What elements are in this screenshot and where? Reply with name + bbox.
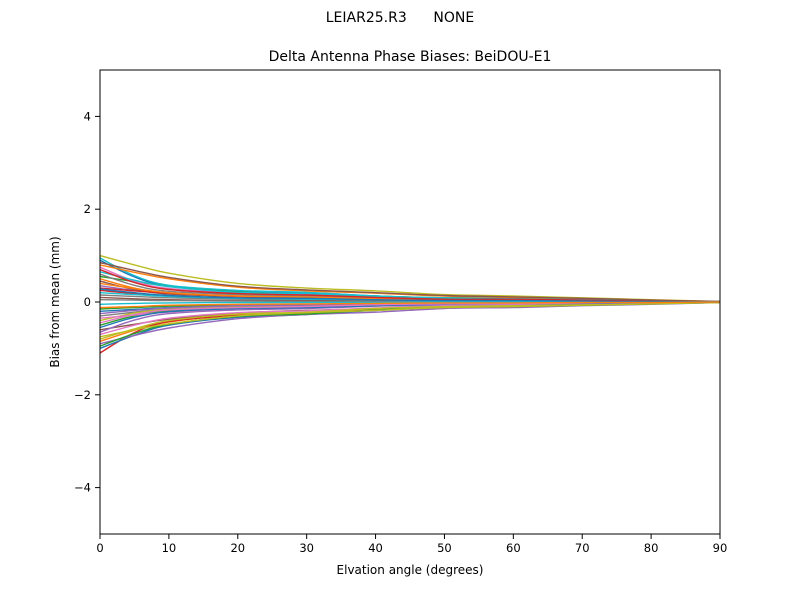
series-lines [100, 254, 720, 354]
series-line [100, 288, 720, 303]
x-tick-label: 50 [437, 541, 452, 555]
y-tick-label: 4 [84, 109, 91, 123]
x-tick-label: 20 [230, 541, 245, 555]
x-axis-label: Elvation angle (degrees) [336, 563, 484, 577]
y-tick-label: −2 [74, 388, 91, 402]
y-tick-label: −4 [74, 481, 91, 495]
x-tick-label: 80 [644, 541, 659, 555]
x-tick-label: 30 [299, 541, 314, 555]
x-tick-label: 10 [162, 541, 177, 555]
series-line [100, 261, 720, 303]
series-line [100, 268, 720, 303]
x-tick-label: 60 [506, 541, 521, 555]
x-tick-label: 90 [713, 541, 728, 555]
series-line [100, 301, 720, 338]
x-tick-label: 0 [96, 541, 103, 555]
y-tick-label: 2 [84, 202, 91, 216]
series-line [100, 301, 720, 309]
axis-ticks: 0 10 20 30 40 50 60 70 80 90 −4 −2 0 2 4 [74, 109, 727, 554]
y-axis-label: Bias from mean (mm) [48, 236, 62, 368]
y-tick-label: 0 [84, 295, 91, 309]
x-tick-label: 40 [368, 541, 383, 555]
figure-suptitle: LEIAR25.R3 NONE [325, 10, 475, 26]
x-tick-label: 70 [575, 541, 590, 555]
chart-title: Delta Antenna Phase Biases: BeiDOU-E1 [268, 49, 552, 65]
